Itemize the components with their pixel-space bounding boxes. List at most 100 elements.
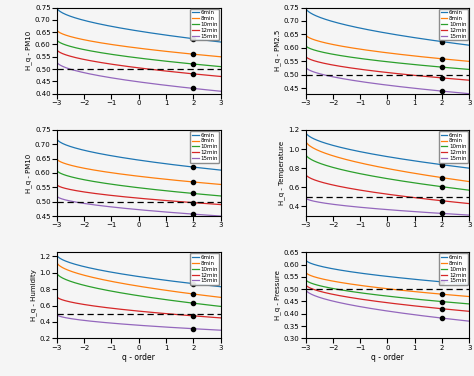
12min [61,298,66,302]
15min [54,59,60,64]
12min [310,287,315,291]
15min [458,318,464,323]
8min [84,274,90,278]
6min [84,265,90,270]
10min [98,287,103,291]
15min [303,196,309,200]
12min [98,305,103,309]
8min [466,294,472,299]
Line: 12min: 12min [57,49,220,76]
10min [54,270,60,275]
6min [310,262,315,266]
10min [453,66,458,71]
12min [466,201,472,206]
10min [61,42,66,46]
6min [453,41,458,45]
Y-axis label: H_q - Humidity: H_q - Humidity [30,269,36,321]
8min [204,53,210,58]
10min [458,301,464,306]
8min [61,32,66,36]
8min [204,293,210,298]
6min [61,142,66,146]
15min [84,71,90,76]
6min [54,252,60,257]
6min [61,258,66,262]
Line: 15min: 15min [306,67,469,94]
15min [210,327,215,332]
10min [84,284,90,288]
Line: 12min: 12min [57,185,220,205]
Line: 6min: 6min [57,255,220,287]
Line: 10min: 10min [306,45,469,70]
Line: 8min: 8min [57,262,220,297]
6min [218,285,223,289]
12min [466,78,472,82]
10min [310,158,315,162]
10min [453,300,458,305]
6min [98,22,103,26]
15min [313,199,319,204]
10min [458,187,464,191]
10min [64,173,70,178]
12min [313,178,319,182]
6min [54,5,60,10]
12min [218,74,223,79]
Line: 10min: 10min [57,39,220,67]
X-axis label: q - order: q - order [122,353,155,362]
Y-axis label: H_q - Temperature: H_q - Temperature [279,141,285,205]
8min [303,270,309,274]
6min [303,257,309,262]
8min [98,169,103,173]
6min [313,262,319,267]
12min [333,183,339,188]
12min [61,52,66,56]
12min [64,53,70,58]
8min [313,147,319,152]
8min [346,45,352,50]
8min [84,38,90,42]
8min [453,58,458,62]
Line: 6min: 6min [57,138,220,170]
12min [458,77,464,82]
6min [310,12,315,16]
10min [303,43,309,47]
12min [204,201,210,206]
8min [458,294,464,298]
12min [84,58,90,62]
6min [210,39,215,43]
10min [310,281,315,286]
12min [54,294,60,299]
10min [218,304,223,309]
10min [310,47,315,52]
15min [54,312,60,317]
15min [313,70,319,75]
12min [453,77,458,81]
8min [54,156,60,161]
15min [204,213,210,217]
10min [333,287,339,291]
Legend: 6min, 8min, 10min, 12min, 15min: 6min, 8min, 10min, 12min, 15min [190,253,219,285]
6min [313,137,319,142]
Line: 6min: 6min [57,8,220,42]
15min [346,77,352,82]
6min [84,149,90,153]
12min [204,73,210,77]
8min [84,167,90,171]
8min [458,58,464,63]
8min [98,277,103,281]
15min [218,328,223,332]
6min [303,130,309,134]
12min [333,63,339,68]
Line: 6min: 6min [306,259,469,284]
10min [303,277,309,282]
15min [64,316,70,320]
15min [466,213,472,217]
12min [64,299,70,303]
15min [466,91,472,96]
12min [84,303,90,307]
12min [210,315,215,320]
8min [303,138,309,143]
Y-axis label: H_q - PM10: H_q - PM10 [25,31,32,70]
10min [466,302,472,306]
8min [61,161,66,165]
